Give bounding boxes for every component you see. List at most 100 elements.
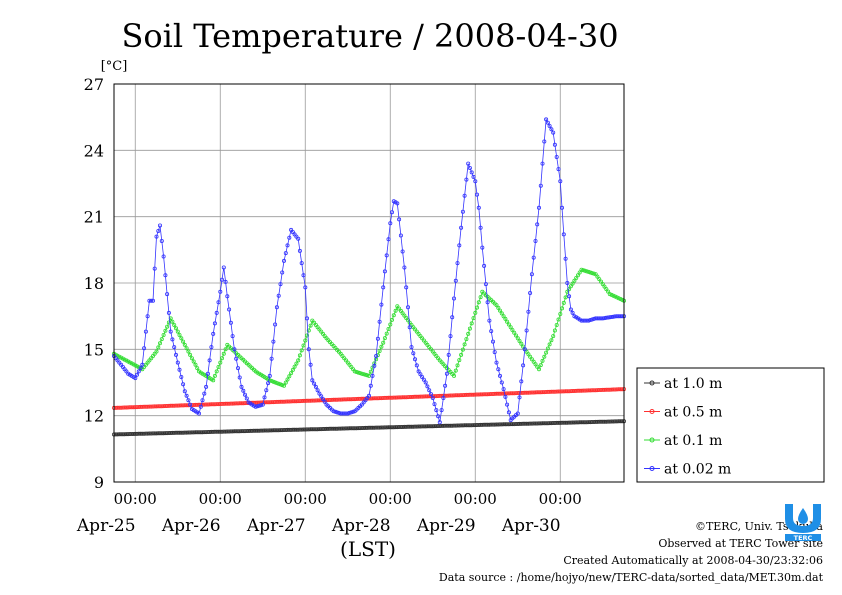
data-point <box>297 353 302 358</box>
data-point <box>179 374 184 379</box>
data-point <box>389 395 394 400</box>
data-point <box>584 318 589 323</box>
data-point <box>545 346 550 351</box>
data-point <box>423 380 428 385</box>
data-point <box>595 419 600 424</box>
data-point <box>490 339 495 344</box>
data-point <box>547 124 552 129</box>
data-point <box>310 398 315 403</box>
data-point <box>505 402 510 407</box>
data-point <box>299 348 304 353</box>
data-point <box>560 389 565 394</box>
data-point <box>198 404 203 409</box>
data-point <box>522 390 527 395</box>
data-point <box>335 397 340 402</box>
data-point <box>188 430 193 435</box>
data-point <box>607 315 612 320</box>
data-point <box>583 388 588 393</box>
data-point <box>560 205 565 210</box>
logo-u-shape <box>785 504 821 533</box>
data-point <box>492 391 497 396</box>
data-point <box>304 398 309 403</box>
data-point <box>384 395 389 400</box>
data-point <box>166 320 171 325</box>
data-point <box>165 403 170 408</box>
data-point <box>480 245 485 250</box>
data-point <box>414 394 419 399</box>
data-point <box>379 344 384 349</box>
data-point <box>269 378 274 383</box>
data-point <box>503 394 508 399</box>
data-point <box>278 282 283 287</box>
plot-frame <box>113 83 625 483</box>
data-point <box>280 399 285 404</box>
data-point <box>257 428 262 433</box>
data-point <box>552 420 557 425</box>
data-point <box>200 430 205 435</box>
data-point <box>561 232 566 237</box>
data-point <box>218 360 223 365</box>
data-point <box>310 378 315 383</box>
data-point <box>117 405 122 410</box>
data-point <box>170 403 175 408</box>
data-point <box>402 265 407 270</box>
data-point <box>294 361 299 366</box>
data-point <box>583 268 588 273</box>
data-point <box>223 279 228 284</box>
data-point <box>524 328 529 333</box>
data-point <box>274 305 279 310</box>
data-point <box>257 403 262 408</box>
data-point <box>202 402 207 407</box>
data-point <box>533 238 538 243</box>
data-point <box>474 422 479 427</box>
data-point <box>473 310 478 315</box>
data-point <box>425 384 430 389</box>
data-point <box>514 333 519 338</box>
data-point <box>487 392 492 397</box>
data-point <box>444 393 449 398</box>
data-point <box>487 422 492 427</box>
data-point <box>425 394 430 399</box>
data-point <box>315 388 320 393</box>
data-point <box>159 337 164 342</box>
data-point <box>349 410 354 415</box>
data-point <box>505 391 510 396</box>
data-point <box>255 400 260 405</box>
observed-site-text: Observed at TERC Tower site <box>658 537 823 550</box>
data-point <box>412 394 417 399</box>
data-point <box>157 431 162 436</box>
data-point <box>173 352 178 357</box>
data-point <box>384 331 389 336</box>
legend-swatch-marker <box>649 380 655 386</box>
data-point <box>250 428 255 433</box>
data-point <box>384 253 389 258</box>
data-point <box>225 429 230 434</box>
data-point <box>420 394 425 399</box>
data-point <box>154 349 159 354</box>
data-point <box>510 422 515 427</box>
data-point <box>528 290 533 295</box>
data-point <box>122 405 127 410</box>
data-point <box>551 334 556 339</box>
x-tick-time-label: 00:00 <box>454 490 497 508</box>
created-timestamp-text: Created Automatically at 2008-04-30/23:3… <box>563 554 823 567</box>
data-point <box>521 363 526 368</box>
data-point <box>163 328 168 333</box>
data-point <box>285 377 290 382</box>
data-point <box>184 393 189 398</box>
data-point <box>576 273 581 278</box>
terc-logo-icon: TERC <box>785 504 821 542</box>
data-point <box>542 390 547 395</box>
data-point <box>407 424 412 429</box>
data-point <box>306 347 311 352</box>
data-point <box>450 315 455 320</box>
data-point <box>352 426 357 431</box>
data-point <box>457 358 462 363</box>
data-point <box>315 427 320 432</box>
data-point <box>163 273 168 278</box>
x-tick-time-label: 00:00 <box>284 490 327 508</box>
data-point <box>172 403 177 408</box>
data-point <box>202 430 207 435</box>
data-point <box>540 358 545 363</box>
data-point <box>134 372 139 377</box>
